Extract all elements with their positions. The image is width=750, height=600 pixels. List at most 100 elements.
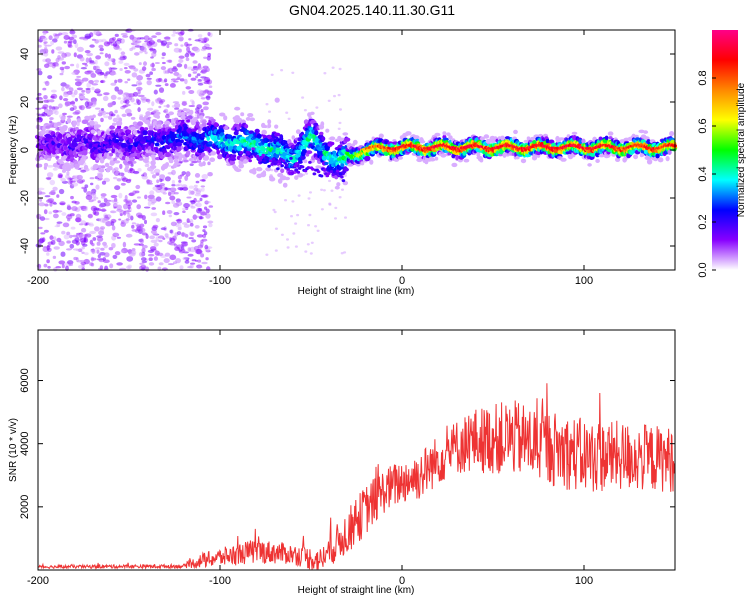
spectrogram-noise-cell [152, 224, 159, 229]
spectrogram-noise-cell [169, 229, 173, 234]
spectrogram-noise-cell [113, 170, 120, 176]
spectrogram-noise-cell [337, 127, 341, 130]
spectrogram-noise-cell [52, 167, 58, 171]
spectrogram-noise-cell [186, 46, 191, 52]
spectrogram-noise-cell [206, 55, 211, 61]
spectrogram-noise-cell [296, 213, 300, 217]
spectrogram-cell [595, 159, 600, 163]
spectrogram-noise-cell [61, 52, 67, 58]
spectrogram-cell [274, 132, 281, 137]
spectrogram-cell [99, 158, 105, 164]
spectrogram-cell [190, 120, 196, 126]
spectrogram-noise-cell [153, 168, 161, 174]
spectrogram-noise-cell [189, 163, 194, 167]
spectrogram-noise-cell [155, 31, 162, 36]
spectrogram-cell [248, 130, 254, 134]
spectrogram-noise-cell [84, 64, 89, 67]
spectrogram-noise-cell [153, 256, 158, 261]
spectrogram-noise-cell [109, 263, 114, 269]
spectrogram-cell [81, 119, 89, 124]
spectrogram-noise-cell [124, 70, 131, 74]
spectrogram-cell [143, 159, 149, 164]
spectrogram-noise-cell [124, 194, 128, 201]
spectrogram-noise-cell [340, 252, 344, 255]
spectrogram-noise-cell [136, 86, 143, 91]
spectrogram-noise-cell [284, 199, 287, 202]
spectrogram-noise-cell [202, 68, 208, 74]
spectrogram-noise-cell [334, 217, 337, 220]
spectrogram-cell [342, 132, 349, 136]
spectrogram-noise-cell [280, 69, 284, 72]
spectrogram-noise-cell [195, 180, 200, 184]
spectrogram-noise-cell [120, 99, 124, 105]
spectrogram-noise-cell [38, 98, 44, 104]
spectrogram-noise-cell [108, 37, 115, 44]
spectrogram-noise-cell [61, 61, 66, 65]
spectrogram-cell [340, 163, 345, 168]
spectrogram-cell [72, 142, 78, 147]
spectrogram-cell [248, 159, 252, 163]
spectrogram-noise-cell [151, 174, 157, 179]
spectrogram-noise-cell [131, 224, 135, 229]
spectrogram-cell [295, 129, 301, 135]
spectrogram-cell [83, 164, 89, 170]
spectrogram-cell [93, 163, 99, 169]
spectrogram-noise-cell [149, 71, 154, 75]
spectrogram-cell [46, 157, 52, 162]
spectrogram-noise-cell [158, 239, 163, 243]
spectrogram-noise-cell [44, 63, 50, 68]
spectrogram-cell [148, 125, 154, 131]
spectrogram-cell [267, 119, 272, 125]
spectrogram-cell [384, 140, 389, 145]
spectrogram-noise-cell [135, 98, 140, 104]
spectrogram-noise-cell [110, 67, 118, 70]
spectrogram-noise-cell [343, 174, 347, 177]
spectrogram-noise-cell [66, 171, 70, 176]
spectrogram-noise-cell [291, 71, 295, 75]
spectrogram-noise-cell [194, 173, 201, 178]
spectrogram-noise-cell [151, 35, 157, 38]
spectrogram-noise-cell [338, 121, 342, 125]
spectrogram-noise-cell [189, 223, 194, 227]
spectrogram-cell [238, 151, 244, 155]
spectrogram-noise-cell [59, 72, 64, 76]
spectrogram-noise-cell [44, 203, 49, 207]
spectrogram-noise-cell [114, 185, 121, 191]
spectrogram-noise-cell [117, 89, 124, 95]
spectrogram-noise-cell [112, 232, 120, 237]
spectrogram-noise-cell [136, 196, 141, 199]
spectrogram-noise-cell [194, 39, 201, 42]
spectrogram-noise-cell [294, 222, 298, 225]
spectrogram-noise-cell [100, 110, 107, 116]
spectrogram-noise-cell [146, 80, 152, 86]
spectrogram-noise-cell [131, 72, 138, 78]
spectrogram-noise-cell [103, 244, 108, 249]
spectrogram-noise-cell [141, 247, 146, 254]
spectrogram-noise-cell [144, 194, 148, 200]
spectrogram-cell [186, 150, 191, 156]
spectrogram-noise-cell [94, 59, 98, 65]
spectrogram-noise-cell [138, 251, 145, 257]
spectrogram-noise-cell [91, 243, 95, 247]
spectrogram-cell [325, 128, 330, 133]
spectrogram-noise-cell [315, 106, 319, 109]
spectrogram-noise-cell [128, 252, 136, 257]
spectrogram-noise-cell [152, 186, 159, 191]
spectrogram-cell [117, 125, 122, 130]
spectrogram-cell [297, 160, 303, 164]
spectrogram-noise-cell [73, 89, 78, 96]
spectrogram-noise-cell [198, 208, 203, 212]
spectrogram-noise-cell [99, 226, 106, 230]
spectrogram-noise-cell [58, 103, 63, 109]
spectrogram-noise-cell [103, 115, 110, 119]
spectrogram-noise-cell [192, 60, 198, 64]
spectrogram-cell [195, 123, 200, 128]
spectrogram-noise-cell [47, 75, 53, 80]
spectrogram-noise-cell [180, 232, 187, 237]
spectrogram-noise-cell [202, 101, 209, 106]
spectrogram-cell [330, 141, 335, 146]
spectrogram-noise-cell [182, 207, 187, 211]
spectrogram-noise-cell [175, 258, 182, 264]
spectrogram-noise-cell [178, 55, 185, 59]
spectrogram-noise-cell [65, 248, 72, 251]
